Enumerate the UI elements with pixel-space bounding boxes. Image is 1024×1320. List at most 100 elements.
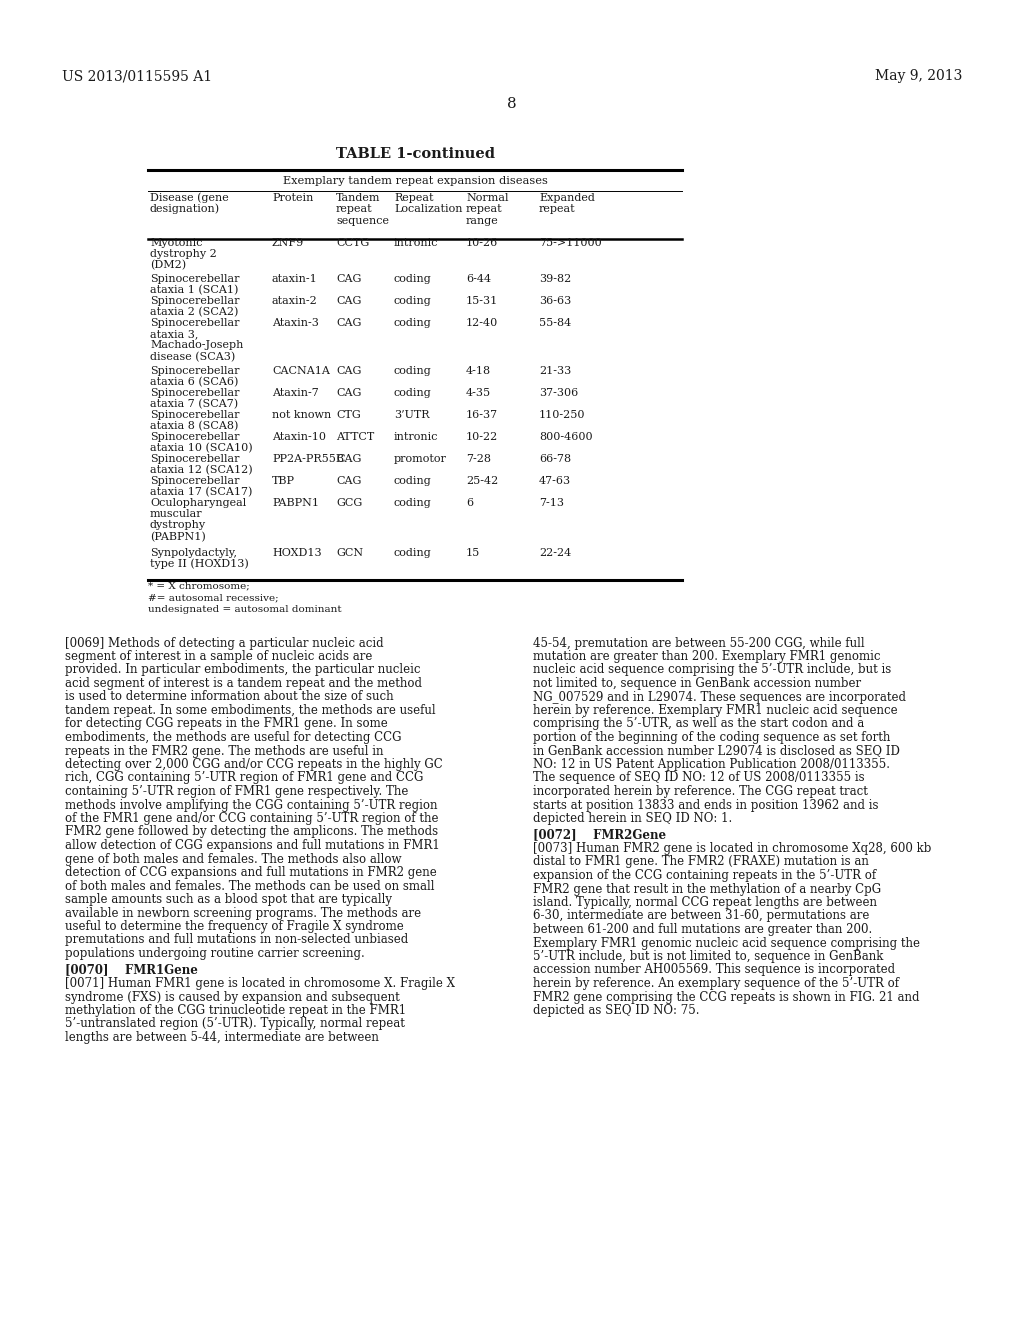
Text: 66-78: 66-78 xyxy=(539,454,571,463)
Text: ataxin-1: ataxin-1 xyxy=(272,273,317,284)
Text: Protein: Protein xyxy=(272,193,313,203)
Text: 7-13: 7-13 xyxy=(539,498,564,507)
Text: sequence: sequence xyxy=(336,216,389,226)
Text: 15: 15 xyxy=(466,548,480,557)
Text: incorporated herein by reference. The CGG repeat tract: incorporated herein by reference. The CG… xyxy=(534,785,868,799)
Text: comprising the 5’-UTR, as well as the start codon and a: comprising the 5’-UTR, as well as the st… xyxy=(534,718,864,730)
Text: containing 5’-UTR region of FMR1 gene respectively. The: containing 5’-UTR region of FMR1 gene re… xyxy=(65,785,409,799)
Text: 37-306: 37-306 xyxy=(539,388,579,397)
Text: undesignated = autosomal dominant: undesignated = autosomal dominant xyxy=(148,606,342,615)
Text: 39-82: 39-82 xyxy=(539,273,571,284)
Text: intronic: intronic xyxy=(394,432,438,441)
Text: starts at position 13833 and ends in position 13962 and is: starts at position 13833 and ends in pos… xyxy=(534,799,879,812)
Text: dystrophy: dystrophy xyxy=(150,520,206,531)
Text: coding: coding xyxy=(394,388,432,397)
Text: methylation of the CGG trinucleotide repeat in the FMR1: methylation of the CGG trinucleotide rep… xyxy=(65,1005,407,1016)
Text: Exemplary tandem repeat expansion diseases: Exemplary tandem repeat expansion diseas… xyxy=(283,176,548,186)
Text: Spinocerebellar: Spinocerebellar xyxy=(150,296,240,305)
Text: 45-54, premutation are between 55-200 CGG, while full: 45-54, premutation are between 55-200 CG… xyxy=(534,636,864,649)
Text: 25-42: 25-42 xyxy=(466,475,499,486)
Text: provided. In particular embodiments, the particular nucleic: provided. In particular embodiments, the… xyxy=(65,664,421,676)
Text: 22-24: 22-24 xyxy=(539,548,571,557)
Text: Spinocerebellar: Spinocerebellar xyxy=(150,475,240,486)
Text: CACNA1A: CACNA1A xyxy=(272,366,330,375)
Text: repeats in the FMR2 gene. The methods are useful in: repeats in the FMR2 gene. The methods ar… xyxy=(65,744,384,758)
Text: Normal: Normal xyxy=(466,193,509,203)
Text: Ataxin-10: Ataxin-10 xyxy=(272,432,326,441)
Text: Exemplary FMR1 genomic nucleic acid sequence comprising the: Exemplary FMR1 genomic nucleic acid sequ… xyxy=(534,936,920,949)
Text: 21-33: 21-33 xyxy=(539,366,571,375)
Text: US 2013/0115595 A1: US 2013/0115595 A1 xyxy=(62,69,212,83)
Text: CTG: CTG xyxy=(336,409,360,420)
Text: coding: coding xyxy=(394,366,432,375)
Text: between 61-200 and full mutations are greater than 200.: between 61-200 and full mutations are gr… xyxy=(534,923,872,936)
Text: 16-37: 16-37 xyxy=(466,409,498,420)
Text: 12-40: 12-40 xyxy=(466,318,499,327)
Text: accession number AH005569. This sequence is incorporated: accession number AH005569. This sequence… xyxy=(534,964,895,977)
Text: type II (HOXD13): type II (HOXD13) xyxy=(150,558,249,569)
Text: Disease (gene: Disease (gene xyxy=(150,193,228,203)
Text: repeat: repeat xyxy=(539,205,575,214)
Text: herein by reference. An exemplary sequence of the 5’-UTR of: herein by reference. An exemplary sequen… xyxy=(534,977,899,990)
Text: Machado-Joseph: Machado-Joseph xyxy=(150,341,244,351)
Text: disease (SCA3): disease (SCA3) xyxy=(150,351,236,362)
Text: lengths are between 5-44, intermediate are between: lengths are between 5-44, intermediate a… xyxy=(65,1031,379,1044)
Text: coding: coding xyxy=(394,548,432,557)
Text: coding: coding xyxy=(394,318,432,327)
Text: dystrophy 2: dystrophy 2 xyxy=(150,249,217,259)
Text: ataxia 3,: ataxia 3, xyxy=(150,329,199,339)
Text: detecting over 2,000 CGG and/or CCG repeats in the highly GC: detecting over 2,000 CGG and/or CCG repe… xyxy=(65,758,442,771)
Text: ataxia 12 (SCA12): ataxia 12 (SCA12) xyxy=(150,465,253,475)
Text: Spinocerebellar: Spinocerebellar xyxy=(150,366,240,375)
Text: 110-250: 110-250 xyxy=(539,409,586,420)
Text: (DM2): (DM2) xyxy=(150,260,186,271)
Text: useful to determine the frequency of Fragile X syndrome: useful to determine the frequency of Fra… xyxy=(65,920,403,933)
Text: 47-63: 47-63 xyxy=(539,475,571,486)
Text: Ataxin-7: Ataxin-7 xyxy=(272,388,318,397)
Text: 4-18: 4-18 xyxy=(466,366,492,375)
Text: CAG: CAG xyxy=(336,454,361,463)
Text: is used to determine information about the size of such: is used to determine information about t… xyxy=(65,690,393,704)
Text: Spinocerebellar: Spinocerebellar xyxy=(150,273,240,284)
Text: allow detection of CGG expansions and full mutations in FMR1: allow detection of CGG expansions and fu… xyxy=(65,840,439,851)
Text: 7-28: 7-28 xyxy=(466,454,490,463)
Text: promotor: promotor xyxy=(394,454,446,463)
Text: premutations and full mutations in non-selected unbiased: premutations and full mutations in non-s… xyxy=(65,933,409,946)
Text: intronic: intronic xyxy=(394,238,438,248)
Text: syndrome (FXS) is caused by expansion and subsequent: syndrome (FXS) is caused by expansion an… xyxy=(65,990,399,1003)
Text: distal to FMR1 gene. The FMR2 (FRAXE) mutation is an: distal to FMR1 gene. The FMR2 (FRAXE) mu… xyxy=(534,855,869,869)
Text: 10-26: 10-26 xyxy=(466,238,499,248)
Text: Myotonic: Myotonic xyxy=(150,238,203,248)
Text: 800-4600: 800-4600 xyxy=(539,432,593,441)
Text: CAG: CAG xyxy=(336,388,361,397)
Text: designation): designation) xyxy=(150,203,220,214)
Text: May 9, 2013: May 9, 2013 xyxy=(874,69,962,83)
Text: ataxia 2 (SCA2): ataxia 2 (SCA2) xyxy=(150,306,239,317)
Text: 4-35: 4-35 xyxy=(466,388,492,397)
Text: CCTG: CCTG xyxy=(336,238,370,248)
Text: rich, CGG containing 5’-UTR region of FMR1 gene and CCG: rich, CGG containing 5’-UTR region of FM… xyxy=(65,771,423,784)
Text: expansion of the CCG containing repeats in the 5’-UTR of: expansion of the CCG containing repeats … xyxy=(534,869,877,882)
Text: [0069] Methods of detecting a particular nucleic acid: [0069] Methods of detecting a particular… xyxy=(65,636,384,649)
Text: ataxia 7 (SCA7): ataxia 7 (SCA7) xyxy=(150,399,239,409)
Text: segment of interest in a sample of nucleic acids are: segment of interest in a sample of nucle… xyxy=(65,649,373,663)
Text: gene of both males and females. The methods also allow: gene of both males and females. The meth… xyxy=(65,853,401,866)
Text: ataxia 17 (SCA17): ataxia 17 (SCA17) xyxy=(150,487,252,498)
Text: The sequence of SEQ ID NO: 12 of US 2008/0113355 is: The sequence of SEQ ID NO: 12 of US 2008… xyxy=(534,771,864,784)
Text: Spinocerebellar: Spinocerebellar xyxy=(150,454,240,463)
Text: 8: 8 xyxy=(507,96,517,111)
Text: sample amounts such as a blood spot that are typically: sample amounts such as a blood spot that… xyxy=(65,894,392,906)
Text: coding: coding xyxy=(394,273,432,284)
Text: of the FMR1 gene and/or CCG containing 5’-UTR region of the: of the FMR1 gene and/or CCG containing 5… xyxy=(65,812,438,825)
Text: coding: coding xyxy=(394,296,432,305)
Text: Spinocerebellar: Spinocerebellar xyxy=(150,318,240,327)
Text: GCN: GCN xyxy=(336,548,364,557)
Text: CAG: CAG xyxy=(336,366,361,375)
Text: 55-84: 55-84 xyxy=(539,318,571,327)
Text: Localization: Localization xyxy=(394,205,463,214)
Text: Spinocerebellar: Spinocerebellar xyxy=(150,409,240,420)
Text: tandem repeat. In some embodiments, the methods are useful: tandem repeat. In some embodiments, the … xyxy=(65,704,435,717)
Text: [0071] Human FMR1 gene is located in chromosome X. Fragile X: [0071] Human FMR1 gene is located in chr… xyxy=(65,977,455,990)
Text: of both males and females. The methods can be used on small: of both males and females. The methods c… xyxy=(65,879,434,892)
Text: PP2A-PR55B: PP2A-PR55B xyxy=(272,454,344,463)
